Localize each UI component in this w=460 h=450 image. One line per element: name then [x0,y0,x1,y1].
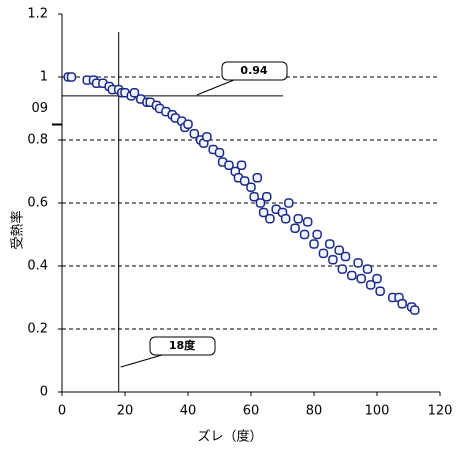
point [312,229,322,240]
point [265,214,275,224]
point [347,270,357,281]
point [353,258,363,268]
point [189,128,200,139]
point [372,273,382,284]
x-tick-label: 40 [180,404,197,419]
y-tick-label: 1.2 [27,7,48,22]
y-tick-label: 0 [40,385,48,400]
point [224,160,234,170]
x-tick-label: 60 [243,404,260,419]
x-tick-label: 80 [306,404,323,419]
point [410,305,420,315]
point [214,147,225,158]
point [236,160,247,170]
point [356,273,366,284]
point [299,229,310,240]
point [375,286,385,296]
callout-leader [196,79,235,96]
x-tick-label: 120 [428,404,453,419]
callout-box [221,61,288,81]
point [258,207,269,218]
point [309,239,319,249]
point [284,198,294,208]
point [302,217,313,227]
y-tick-label: 09 [31,101,48,116]
y-tick-label: 0.4 [27,259,48,274]
callout-leader [120,354,163,368]
point [334,245,344,255]
y-tick-label: 0.6 [27,196,48,211]
point [280,214,291,224]
y-tick-label: 0.2 [27,322,48,337]
point [252,173,263,183]
point [202,132,212,142]
y-axis-label: 受熱率 [10,210,26,249]
point [239,176,250,186]
y-tick-label: 1 [40,70,48,85]
point [328,254,338,265]
point [183,119,193,129]
callout-label: 18度 [169,338,196,352]
y-tick-label: 0.8 [27,133,48,148]
point [262,191,272,202]
callout-label: 0.94 [240,64,267,77]
point [246,182,256,192]
point [365,280,376,290]
point [362,264,373,274]
x-tick-label: 0 [58,404,66,419]
point [337,264,348,274]
point [129,88,140,98]
point [318,248,329,259]
x-axis-label: ズレ（度） [197,429,262,445]
point [397,299,407,309]
point [293,214,303,224]
point [249,191,259,202]
point [325,239,335,249]
point [255,198,266,208]
x-tick-label: 20 [117,404,134,419]
callout-box [149,336,216,356]
point [340,251,351,262]
point [290,223,300,233]
x-tick-label: 100 [365,404,390,419]
point [66,72,77,82]
